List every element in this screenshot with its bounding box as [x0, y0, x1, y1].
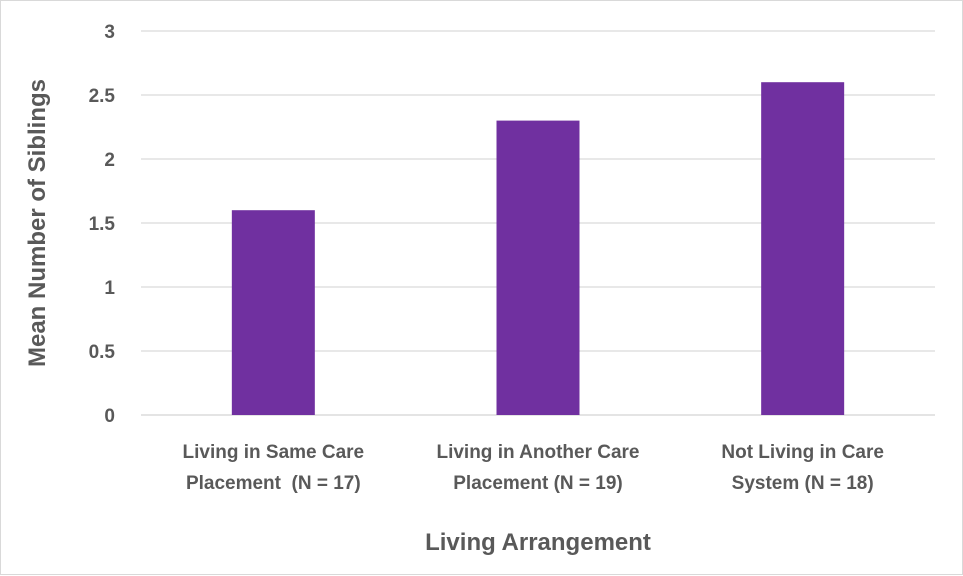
bar [231, 210, 315, 415]
category-label: Not Living in Care [721, 442, 884, 463]
category-labels: Living in Same Care Placement (N = 17) Liv… [183, 442, 884, 494]
y-tick-label: 3 [104, 22, 115, 43]
bars [231, 82, 845, 415]
category-label: System (N = 18) [732, 473, 874, 494]
bar [496, 120, 580, 415]
category-label: Living in Same Care [183, 442, 365, 463]
y-tick-label: 0.5 [89, 342, 116, 363]
y-tick-label: 0 [104, 406, 115, 427]
x-axis-title: Living Arrangement [425, 529, 651, 556]
y-tick-labels: 0 0.5 1 1.5 2 2.5 3 [89, 22, 116, 427]
y-tick-label: 1 [104, 278, 115, 299]
y-axis-title: Mean Number of Siblings [24, 79, 51, 367]
bar [761, 82, 845, 415]
y-tick-label: 1.5 [89, 214, 116, 235]
y-tick-label: 2 [104, 150, 115, 171]
category-label: Living in Another Care [436, 442, 639, 463]
category-label: Placement (N = 19) [453, 473, 623, 494]
category-label: Placement (N = 17) [186, 473, 361, 494]
y-tick-label: 2.5 [89, 86, 116, 107]
